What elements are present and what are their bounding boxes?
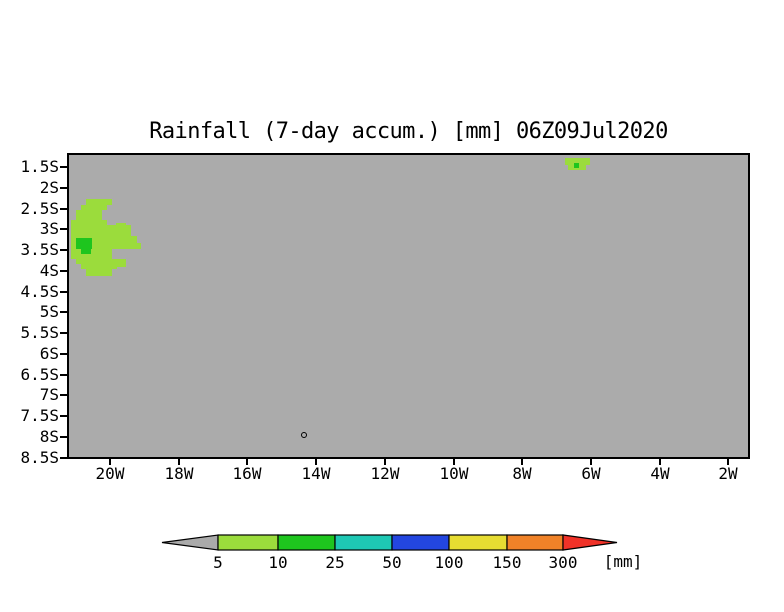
colorbar-segment — [217, 534, 279, 551]
lat-tick-label: 5.5S — [20, 323, 59, 342]
colorbar-tick-label: 100 — [435, 553, 464, 572]
lon-tick-label: 14W — [301, 464, 331, 483]
lon-tick-label: 6W — [581, 464, 601, 483]
rain-cell-5-10mm — [71, 243, 141, 249]
colorbar-tick-label: 5 — [213, 553, 223, 572]
lat-tick-mark — [60, 415, 67, 417]
lon-tick-mark — [453, 459, 455, 465]
lon-tick-label: 12W — [370, 464, 400, 483]
rain-cell-5-10mm — [81, 205, 107, 210]
rain-cell-5-10mm — [76, 259, 117, 264]
colorbar-tick-label: 150 — [493, 553, 522, 572]
colorbar-tick-label: 25 — [325, 553, 344, 572]
plot-title: Rainfall (7-day accum.) [mm] 06Z09Jul202… — [149, 119, 668, 144]
lat-tick-label: 6.5S — [20, 365, 59, 384]
rain-cell-5-10mm — [86, 269, 112, 276]
rain-cell-10-25mm — [574, 163, 579, 168]
rain-cell-5-10mm — [71, 249, 112, 259]
colorbar-tick-label: 10 — [268, 553, 287, 572]
colorbar-unit-label: [mm] — [604, 552, 643, 571]
lon-tick-mark — [727, 459, 729, 465]
lat-tick-mark — [60, 332, 67, 334]
lat-tick-label: 3S — [39, 219, 59, 238]
small-island-circle-icon — [301, 432, 307, 438]
rain-cell-5-10mm — [71, 220, 107, 225]
lon-tick-mark — [315, 459, 317, 465]
lat-tick-mark — [60, 436, 67, 438]
colorbar-segment — [277, 534, 336, 551]
lon-tick-mark — [109, 459, 111, 465]
colorbar-left-arrow — [161, 534, 219, 551]
lat-tick-label: 1.5S — [20, 157, 59, 176]
rain-cell-10-25mm — [81, 249, 91, 254]
lat-tick-label: 6S — [39, 344, 59, 363]
lat-tick-mark — [60, 457, 67, 459]
lon-tick-label: 18W — [164, 464, 194, 483]
lon-tick-label: 20W — [95, 464, 125, 483]
lon-tick-mark — [521, 459, 523, 465]
lon-tick-label: 10W — [439, 464, 469, 483]
colorbar-tick-label: 300 — [549, 553, 578, 572]
lat-tick-mark — [60, 291, 67, 293]
lat-tick-label: 8S — [39, 427, 59, 446]
lat-tick-mark — [60, 166, 67, 168]
colorbar-tick-label: 50 — [382, 553, 401, 572]
lon-tick-mark — [590, 459, 592, 465]
lat-tick-mark — [60, 228, 67, 230]
lat-tick-mark — [60, 270, 67, 272]
lon-tick-label: 16W — [232, 464, 262, 483]
lat-tick-mark — [60, 394, 67, 396]
lon-tick-label: 2W — [718, 464, 738, 483]
lat-tick-label: 2S — [39, 178, 59, 197]
rain-cell-5-10mm — [71, 236, 137, 243]
rain-cell-10-25mm — [76, 238, 92, 249]
colorbar-legend: 5 10 25 50 100 150 300 [mm] — [161, 534, 643, 572]
lat-tick-label: 4S — [39, 261, 59, 280]
colorbar-segment — [448, 534, 508, 551]
lat-tick-mark — [60, 208, 67, 210]
lat-tick-label: 4.5S — [20, 282, 59, 301]
lat-tick-mark — [60, 311, 67, 313]
lat-tick-label: 7S — [39, 385, 59, 404]
lon-tick-label: 4W — [650, 464, 670, 483]
rain-cell-5-10mm — [71, 225, 131, 236]
lat-tick-mark — [60, 353, 67, 355]
lat-tick-label: 2.5S — [20, 199, 59, 218]
lon-tick-mark — [659, 459, 661, 465]
lat-tick-label: 7.5S — [20, 406, 59, 425]
lat-tick-label: 3.5S — [20, 240, 59, 259]
lat-tick-mark — [60, 249, 67, 251]
rain-cell-5-10mm — [116, 259, 126, 267]
lon-tick-mark — [178, 459, 180, 465]
rain-cell-5-10mm — [76, 210, 102, 220]
colorbar-segment — [391, 534, 450, 551]
lon-tick-mark — [246, 459, 248, 465]
lon-tick-mark — [384, 459, 386, 465]
colorbar-segment — [506, 534, 564, 551]
lat-tick-mark — [60, 187, 67, 189]
colorbar-segment — [334, 534, 393, 551]
rain-cell-5-10mm — [86, 199, 112, 205]
rain-cell-5-10mm — [565, 158, 590, 165]
rain-cell-5-10mm — [81, 264, 117, 269]
lat-tick-mark — [60, 374, 67, 376]
lat-tick-label: 8.5S — [20, 448, 59, 467]
lat-tick-label: 5S — [39, 302, 59, 321]
colorbar-right-arrow — [562, 534, 618, 551]
map-area — [67, 153, 750, 459]
lon-tick-label: 8W — [512, 464, 532, 483]
